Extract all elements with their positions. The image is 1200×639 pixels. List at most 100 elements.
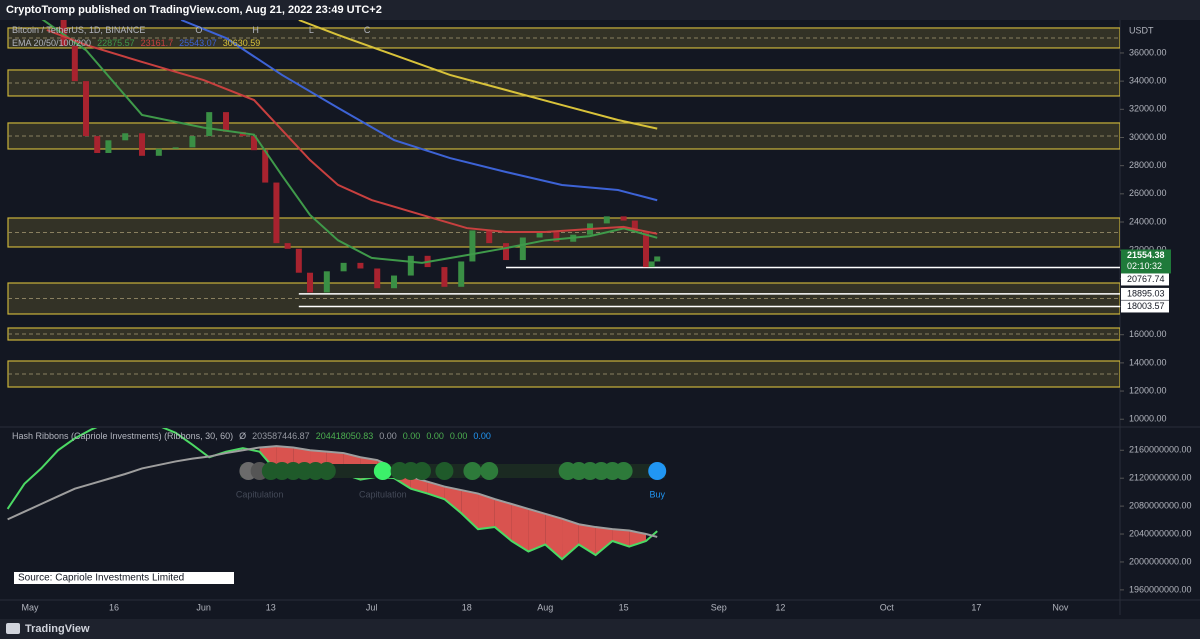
price-legend: Bitcoin / TetherUS, 1D, BINANCE O H L C [12, 25, 371, 35]
ohlc-letter: H [252, 25, 259, 35]
timer: 02:10:32 [1127, 261, 1162, 271]
logo [6, 623, 20, 634]
hash-legend: Hash Ribbons (Capriole Investments) (Rib… [12, 431, 491, 441]
x-tick-label: 18 [462, 602, 472, 612]
candle [469, 230, 476, 262]
x-tick-label: 15 [619, 602, 629, 612]
ohlc-letter: O [195, 25, 202, 35]
ema-value: 23161.7 [141, 38, 174, 48]
footer-bar [0, 619, 1200, 639]
footer: TradingView [25, 623, 90, 635]
candle [206, 112, 213, 137]
candle [295, 248, 302, 273]
candle [189, 136, 196, 148]
indicator-value: 0.00 [379, 431, 397, 441]
candle [251, 136, 258, 151]
price-tag [1121, 249, 1171, 274]
y-tick-label: 16000.00 [1129, 329, 1167, 339]
candle [603, 216, 610, 224]
candle [519, 237, 526, 261]
ribbon-fill [528, 508, 546, 552]
ema-line [41, 20, 658, 264]
candle [273, 182, 280, 244]
candle [323, 271, 330, 293]
y-tick-label: 2080000000.00 [1129, 500, 1192, 510]
candle [284, 243, 291, 249]
y-tick-label: 2160000000.00 [1129, 445, 1192, 455]
y-tick-label: 32000.00 [1129, 104, 1167, 114]
candle [307, 272, 314, 293]
y-tick-label: 12000.00 [1129, 385, 1167, 395]
y-tick-label: 36000.00 [1129, 47, 1167, 57]
ema-legend: EMA 20/50/100/200 22875.57 23161.7 25543.07… [12, 38, 260, 48]
indicator-value: 203587446.87 [252, 431, 310, 441]
x-tick-label: Jun [196, 602, 211, 612]
candle [71, 45, 78, 82]
candle [458, 261, 465, 287]
level-tag [1121, 273, 1169, 286]
candle [407, 255, 414, 276]
x-tick-label: 16 [109, 602, 119, 612]
indicator-value: 0.00 [426, 431, 444, 441]
candle [223, 112, 230, 132]
candle [620, 216, 627, 221]
x-tick-label: 13 [266, 602, 276, 612]
source: Source: Capriole Investments Limited [18, 573, 184, 584]
ema-line [46, 29, 658, 235]
y-tick-label: 26000.00 [1129, 188, 1167, 198]
x-tick-label: 17 [971, 602, 981, 612]
x-tick-label: Sep [711, 602, 727, 612]
hash-pane: Capitulation Capitulation Buy [6, 428, 667, 561]
y-tick-label: 28000.00 [1129, 160, 1167, 170]
header: CryptoTromp published on TradingView.com… [6, 4, 382, 16]
y-tick-label: 2000000000.00 [1129, 556, 1192, 566]
y-tick-label: 10000.00 [1129, 414, 1167, 424]
x-tick-label: May [22, 602, 40, 612]
candle [139, 133, 146, 156]
ema-value: 22875.57 [97, 38, 135, 48]
ribbon-fill [595, 527, 613, 555]
ribbon-fill [629, 530, 647, 547]
header-bar [0, 0, 1200, 20]
signal-label: Capitulation [236, 489, 284, 499]
indicator-value: 0.00 [403, 431, 421, 441]
candle [340, 262, 347, 272]
x-tick-label: Oct [880, 602, 895, 612]
signal-dot [413, 462, 432, 480]
signal-dot [480, 462, 499, 480]
candle [503, 243, 510, 261]
ribbon-line [7, 445, 658, 538]
candle [631, 220, 638, 232]
indicator-title: Hash Ribbons (Capriole Investments) (Rib… [12, 431, 233, 441]
ema-line [298, 20, 658, 130]
candle [486, 230, 493, 244]
y-tick-label: 2120000000.00 [1129, 473, 1192, 483]
y-tick-label: 2040000000.00 [1129, 528, 1192, 538]
level-tag-label: 20767.74 [1127, 274, 1165, 284]
ribbon-fill [578, 524, 596, 555]
candle [105, 140, 112, 153]
candle [654, 256, 661, 262]
candle [60, 20, 67, 46]
ema-line [180, 20, 658, 202]
signal-dot [317, 462, 336, 480]
y-tick-label: 34000.00 [1129, 76, 1167, 86]
y-tick-label: 30000.00 [1129, 132, 1167, 142]
candle [643, 231, 650, 268]
indicator-value: 204418050.83 [316, 431, 374, 441]
y-tick-label: 24000.00 [1129, 216, 1167, 226]
signal-dot [463, 462, 482, 480]
candle [262, 150, 269, 183]
candle [83, 81, 90, 137]
candle [536, 231, 543, 238]
candle [155, 148, 162, 156]
level-tag [1121, 300, 1169, 313]
level-tag [1121, 287, 1169, 300]
signal-label: Buy [649, 489, 665, 499]
candle [441, 267, 448, 287]
ema-label: EMA 20/50/100/200 [12, 38, 91, 48]
level-tag-label: 18003.57 [1127, 301, 1165, 311]
source-box [14, 572, 234, 584]
y-tick-label: 1960000000.00 [1129, 584, 1192, 594]
